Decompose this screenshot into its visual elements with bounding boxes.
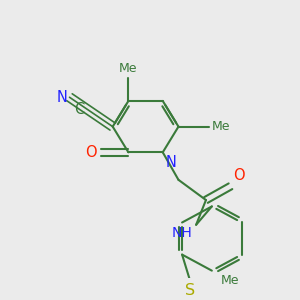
- Text: N: N: [166, 155, 177, 170]
- Text: S: S: [185, 283, 195, 298]
- Text: O: O: [233, 169, 245, 184]
- Text: Me: Me: [119, 62, 138, 75]
- Text: NH: NH: [172, 226, 192, 240]
- Text: C: C: [74, 102, 84, 117]
- Text: O: O: [85, 145, 97, 160]
- Text: Me: Me: [212, 120, 230, 133]
- Text: Me: Me: [220, 274, 239, 287]
- Text: N: N: [57, 90, 68, 105]
